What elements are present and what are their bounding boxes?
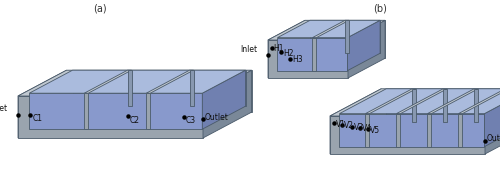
Polygon shape (366, 114, 370, 147)
Polygon shape (146, 93, 150, 129)
Polygon shape (474, 89, 478, 122)
Text: V2: V2 (344, 121, 354, 130)
Text: C1: C1 (32, 114, 42, 123)
Text: Outlet: Outlet (487, 134, 500, 143)
Polygon shape (340, 89, 500, 114)
Polygon shape (458, 89, 500, 114)
Polygon shape (278, 20, 380, 38)
Polygon shape (348, 20, 380, 71)
Polygon shape (428, 89, 478, 114)
Polygon shape (84, 93, 88, 129)
Polygon shape (268, 40, 348, 78)
Text: V4: V4 (362, 124, 372, 133)
Text: Inlet: Inlet (240, 45, 257, 54)
Polygon shape (312, 20, 349, 38)
Polygon shape (312, 38, 316, 71)
Polygon shape (18, 96, 203, 138)
Polygon shape (268, 20, 385, 40)
Polygon shape (484, 89, 500, 147)
Polygon shape (18, 70, 66, 138)
Text: V3: V3 (354, 123, 364, 132)
Polygon shape (146, 70, 194, 93)
Polygon shape (190, 70, 194, 106)
Polygon shape (18, 70, 252, 96)
Polygon shape (305, 20, 385, 58)
Polygon shape (72, 70, 246, 106)
Text: V1: V1 (336, 120, 346, 129)
Polygon shape (443, 89, 447, 122)
Polygon shape (345, 20, 349, 53)
Text: H3: H3 (292, 55, 303, 64)
Text: V5: V5 (370, 125, 380, 134)
Polygon shape (386, 89, 500, 122)
Polygon shape (30, 70, 246, 93)
Text: C3: C3 (186, 116, 196, 125)
Polygon shape (66, 70, 252, 112)
Polygon shape (268, 20, 305, 78)
Text: (b): (b) (373, 3, 387, 13)
Polygon shape (366, 89, 416, 114)
Polygon shape (396, 89, 447, 114)
Polygon shape (348, 20, 385, 78)
Polygon shape (485, 89, 500, 154)
Text: C2: C2 (130, 116, 140, 125)
Polygon shape (278, 38, 347, 71)
Polygon shape (458, 114, 462, 147)
Text: H1: H1 (274, 44, 284, 53)
Polygon shape (330, 116, 485, 154)
Polygon shape (412, 89, 416, 122)
Polygon shape (396, 114, 400, 147)
Polygon shape (128, 70, 132, 106)
Polygon shape (202, 70, 246, 129)
Polygon shape (203, 70, 252, 138)
Polygon shape (30, 93, 203, 129)
Polygon shape (381, 89, 500, 127)
Polygon shape (340, 114, 484, 147)
Text: (a): (a) (93, 3, 107, 13)
Polygon shape (310, 20, 380, 53)
Text: H2: H2 (283, 49, 294, 58)
Polygon shape (330, 89, 381, 154)
Text: Inlet: Inlet (0, 104, 7, 113)
Text: Outlet: Outlet (205, 113, 229, 122)
Polygon shape (428, 114, 432, 147)
Polygon shape (330, 89, 500, 116)
Polygon shape (84, 70, 132, 93)
